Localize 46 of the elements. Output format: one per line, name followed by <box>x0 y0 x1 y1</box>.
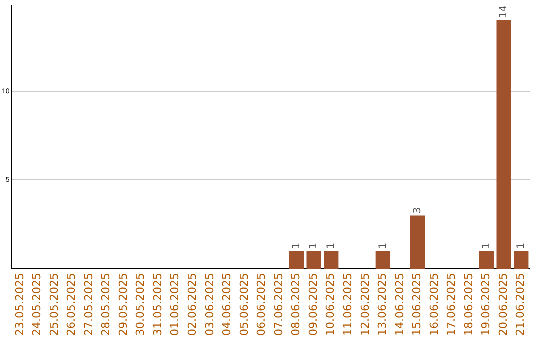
x-tick-label: 04.06.2025 <box>220 273 234 336</box>
x-tick-label: 13.06.2025 <box>376 273 390 336</box>
x-tick-label: 28.05.2025 <box>100 273 113 336</box>
x-tick-label: 10.06.2025 <box>324 273 338 336</box>
x-tick-label: 16.06.2025 <box>428 273 441 336</box>
x-tick-label: 02.06.2025 <box>186 273 200 336</box>
x-tick-label: 30.05.2025 <box>134 273 148 336</box>
x-tick-label: 15.06.2025 <box>410 273 424 336</box>
bar <box>324 251 339 270</box>
x-tick-label: 26.05.2025 <box>65 273 78 336</box>
x-tick-label: 31.05.2025 <box>151 273 164 336</box>
bar <box>496 20 512 270</box>
data-label: 1 <box>326 242 337 250</box>
x-tick-label: 08.06.2025 <box>290 273 303 336</box>
data-label: 1 <box>481 242 492 250</box>
data-label: 1 <box>291 242 302 250</box>
x-tick-label: 29.05.2025 <box>116 273 130 336</box>
x-tick-label: 03.06.2025 <box>203 273 216 336</box>
x-tick-label: 20.06.2025 <box>496 273 510 336</box>
bar <box>479 251 494 270</box>
x-tick-label: 12.06.2025 <box>358 273 372 336</box>
x-tick-label: 06.06.2025 <box>255 273 268 336</box>
bar <box>376 251 391 270</box>
x-tick-label: 23.05.2025 <box>13 273 26 336</box>
bar <box>289 251 304 270</box>
x-tick-label: 07.06.2025 <box>272 273 286 336</box>
x-tick-label: 19.06.2025 <box>480 273 493 336</box>
x-tick-label: 09.06.2025 <box>306 273 320 336</box>
x-tick-label: 24.05.2025 <box>30 273 44 336</box>
x-tick-label: 27.05.2025 <box>82 273 96 336</box>
x-tick-label: 18.06.2025 <box>462 273 476 336</box>
data-label: 1 <box>516 242 527 250</box>
x-tick-label: 21.06.2025 <box>514 273 528 336</box>
data-label: 1 <box>378 242 389 250</box>
x-tick-label: 01.06.2025 <box>168 273 182 336</box>
x-tick-label: 17.06.2025 <box>445 273 458 336</box>
x-tick-label: 11.06.2025 <box>341 273 354 336</box>
x-tick-label: 25.05.2025 <box>48 273 61 336</box>
x-tick-label: 14.06.2025 <box>393 273 406 336</box>
data-label: 3 <box>412 207 424 214</box>
data-label: 14 <box>498 6 510 18</box>
bar <box>306 251 322 270</box>
data-label: 1 <box>308 242 320 250</box>
bar <box>514 251 529 270</box>
x-tick-label: 05.06.2025 <box>238 273 251 336</box>
bar <box>410 216 426 270</box>
